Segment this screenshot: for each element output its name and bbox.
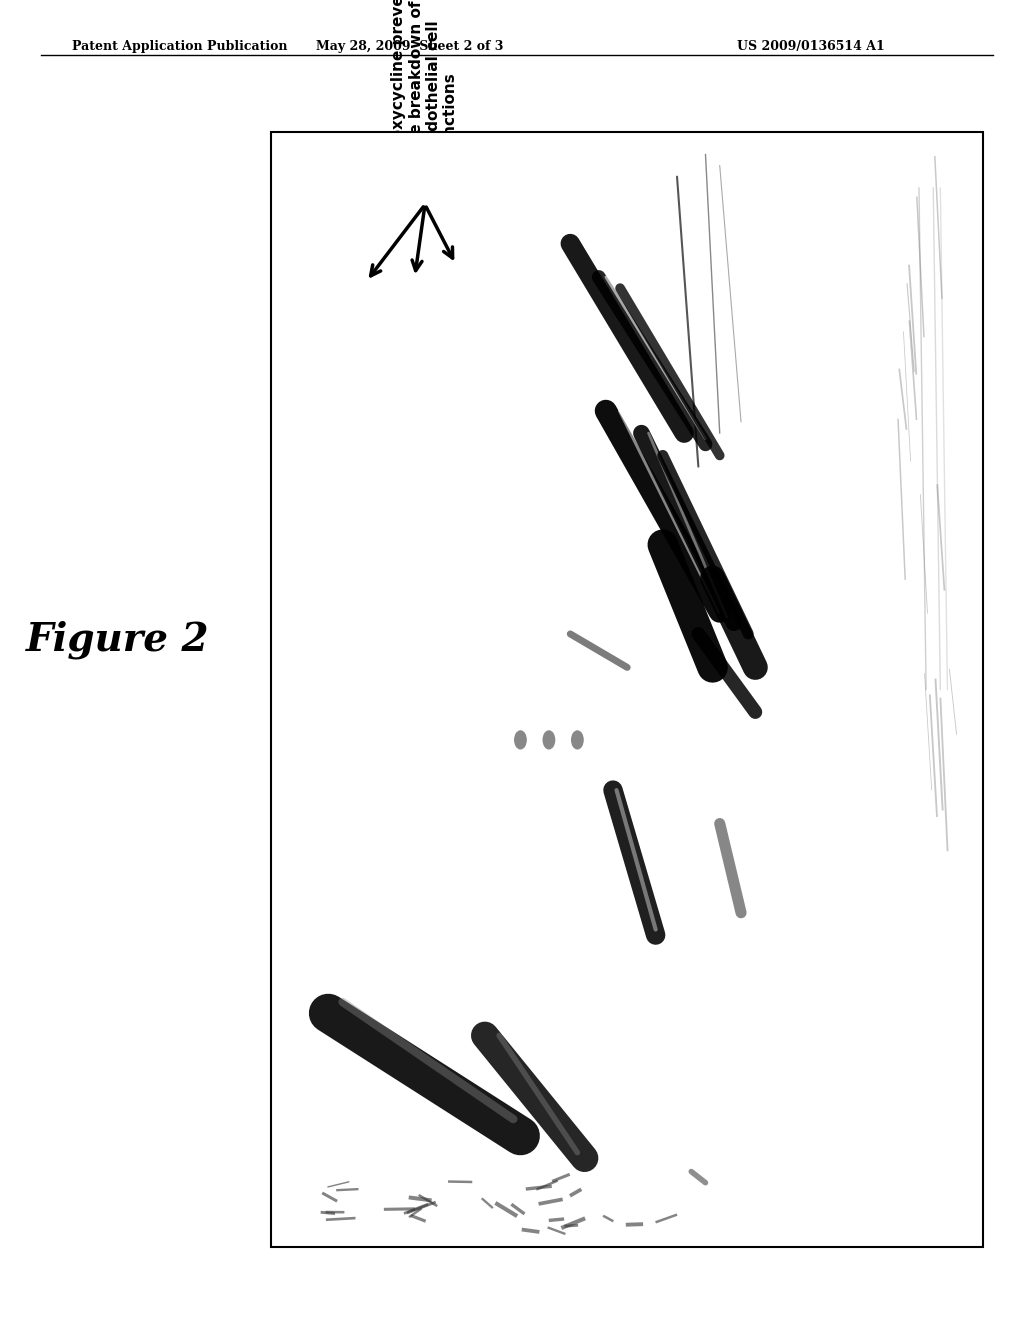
- Bar: [271, 132, 983, 1247]
- Circle shape: [543, 731, 555, 748]
- Text: US 2009/0136514 A1: US 2009/0136514 A1: [737, 40, 885, 53]
- Circle shape: [571, 731, 583, 748]
- Text: Doxycycline prevents
the breakdown of
endothelial cell
junctions: Doxycycline prevents the breakdown of en…: [391, 0, 459, 152]
- Text: Figure 2: Figure 2: [26, 620, 210, 660]
- Circle shape: [515, 731, 526, 748]
- Text: Patent Application Publication: Patent Application Publication: [72, 40, 287, 53]
- Text: May 28, 2009  Sheet 2 of 3: May 28, 2009 Sheet 2 of 3: [316, 40, 503, 53]
